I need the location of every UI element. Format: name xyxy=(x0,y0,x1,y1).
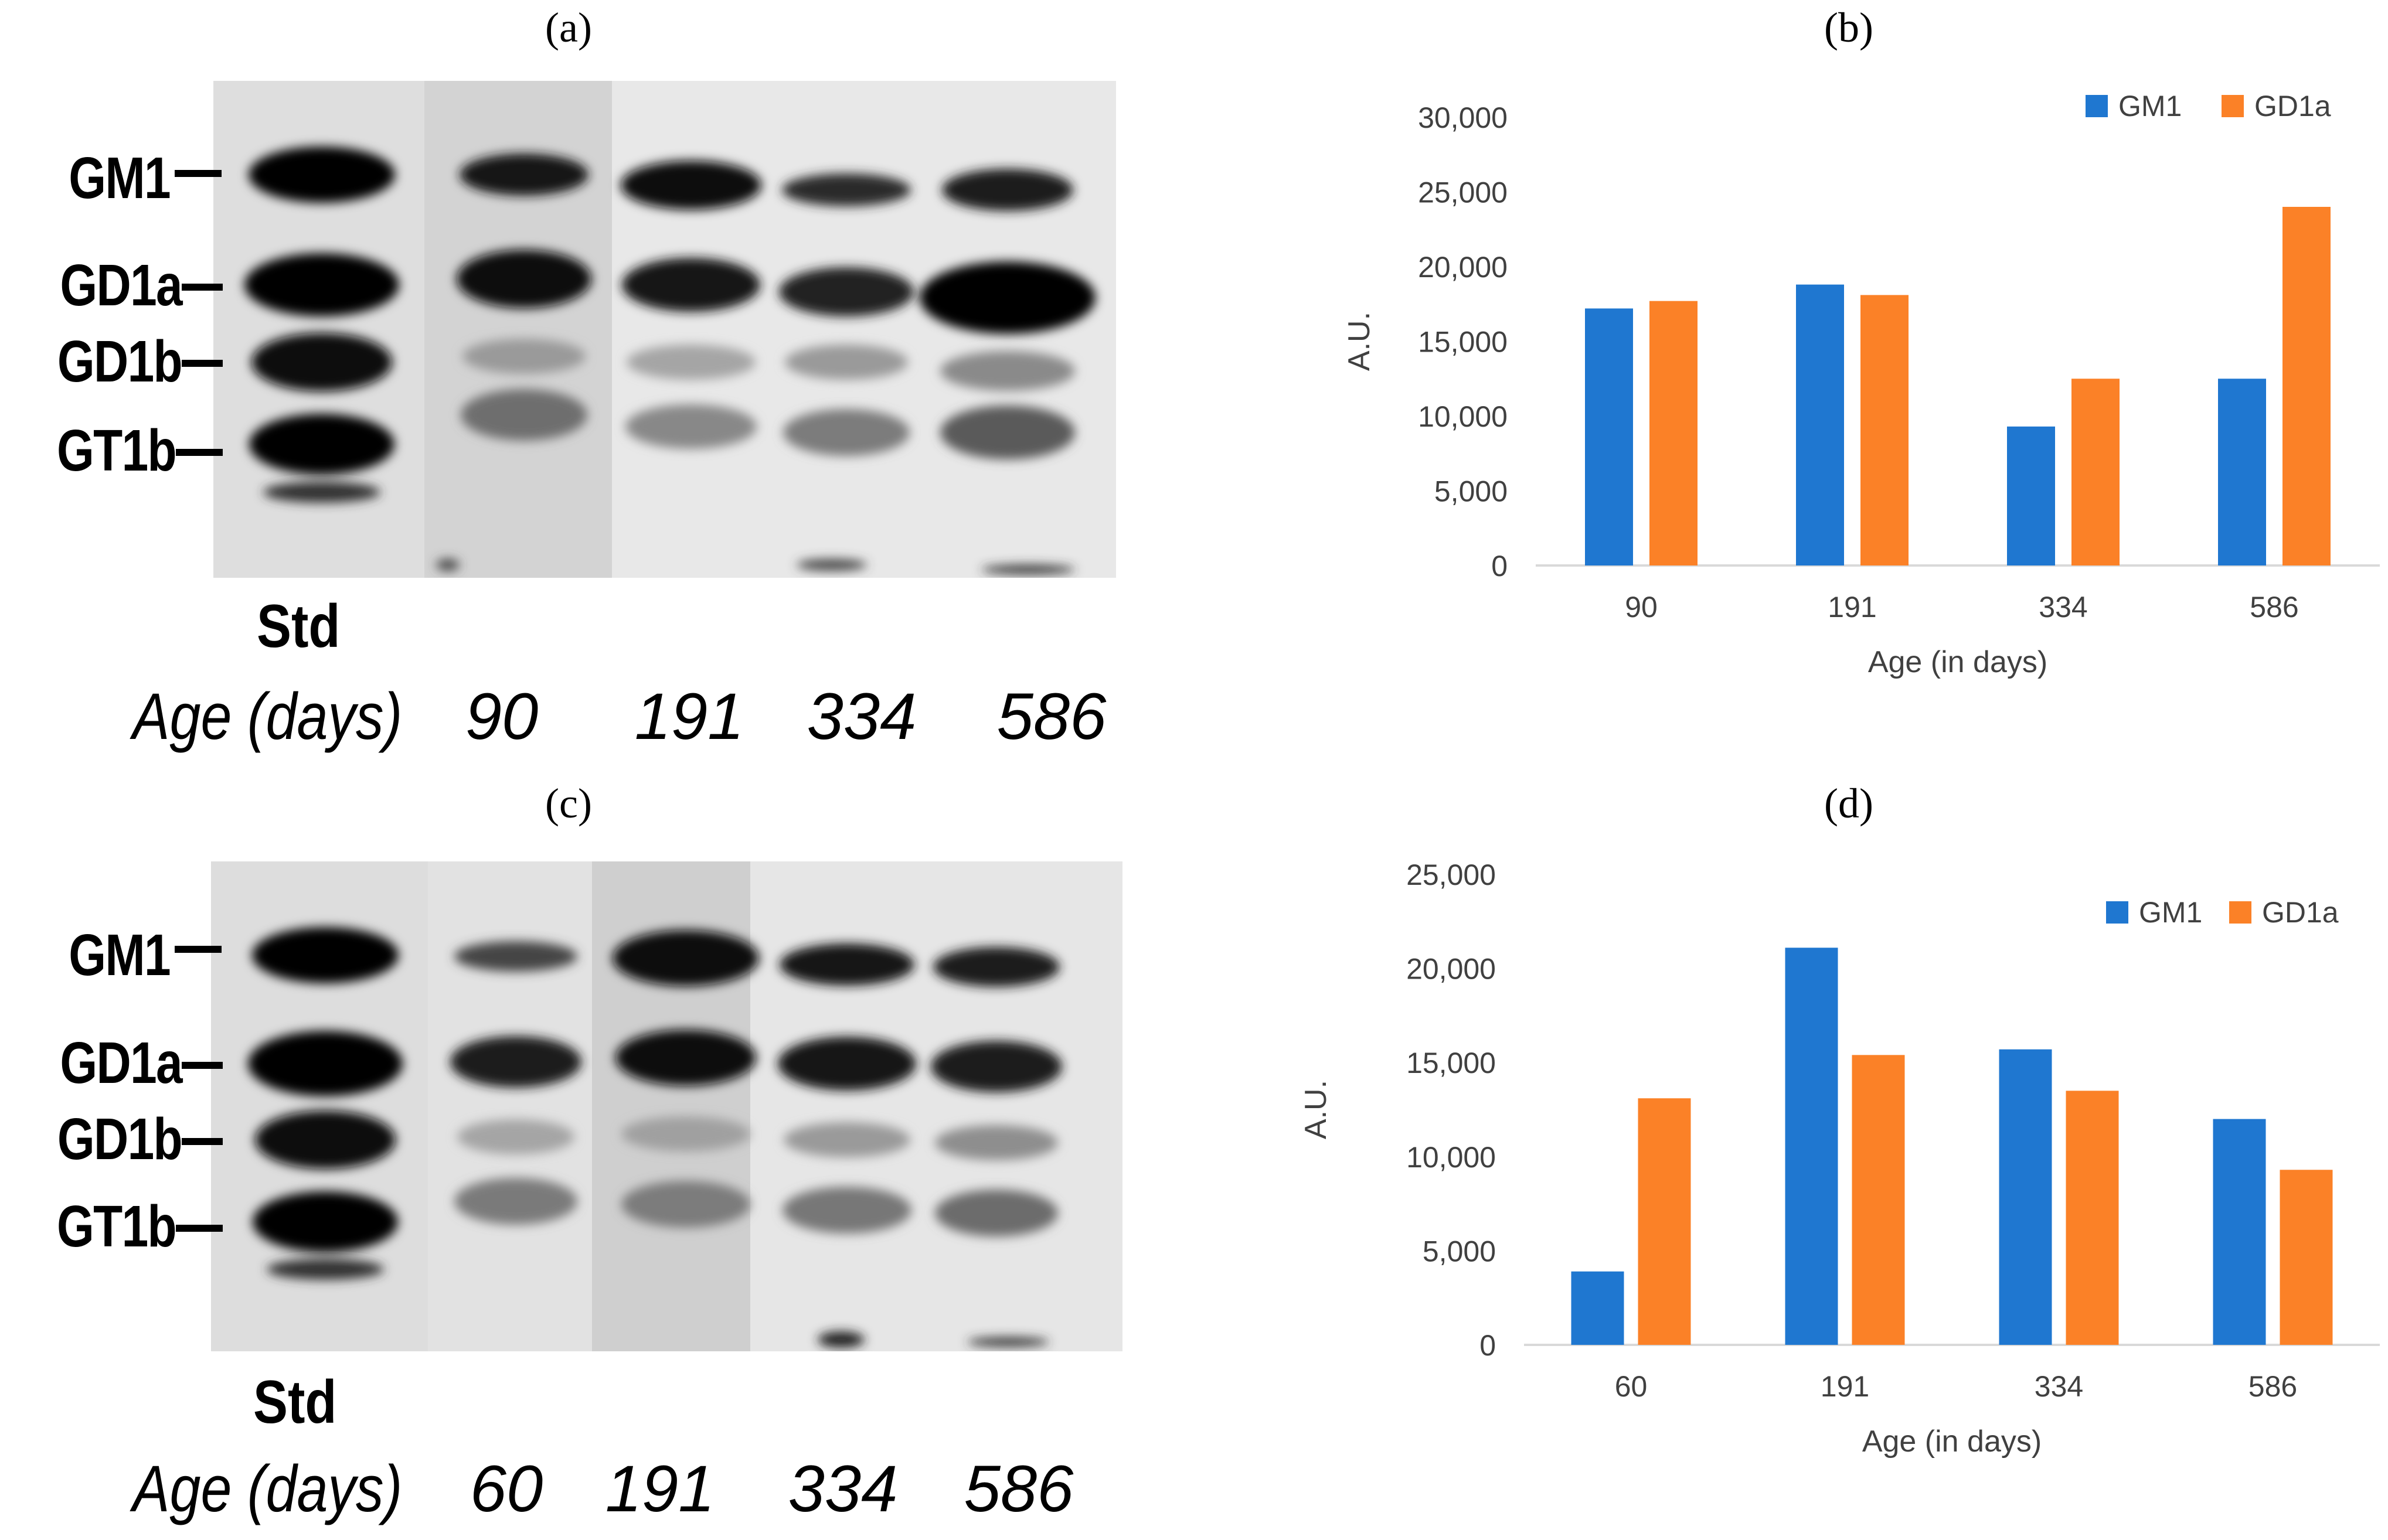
legend-label-gd1a: GD1a xyxy=(2262,896,2339,929)
y-axis-label: A.U. xyxy=(1342,312,1376,371)
band-tick-gt1b xyxy=(176,449,223,456)
bar-gm1 xyxy=(2007,426,2055,565)
y-tick-label: 20,000 xyxy=(1418,251,1508,284)
y-axis-label: A.U. xyxy=(1299,1080,1333,1139)
bar-gd1a xyxy=(1852,1055,1905,1345)
bar-gm1 xyxy=(1571,1271,1624,1345)
lane-age-label: 191 xyxy=(605,1452,715,1525)
lane-age-label: 586 xyxy=(964,1452,1074,1525)
panel-label-c: (c) xyxy=(545,780,592,827)
gel-image-a xyxy=(213,81,1116,578)
std-label: Std xyxy=(253,1368,337,1436)
legend-label-gd1a: GD1a xyxy=(2254,90,2331,122)
x-tick-label: 60 xyxy=(1615,1370,1648,1403)
bar-gd1a xyxy=(1649,301,1698,565)
band-label-gm1: GM1 xyxy=(69,145,171,211)
legend-label-gm1: GM1 xyxy=(2139,896,2202,929)
band-tick-gd1b xyxy=(182,1138,223,1145)
y-tick-label: 5,000 xyxy=(1434,475,1508,508)
x-tick-label: 191 xyxy=(1821,1370,1869,1403)
y-tick-label: 10,000 xyxy=(1406,1141,1496,1174)
x-tick-label: 191 xyxy=(1828,591,1876,624)
bar-gm1 xyxy=(1785,948,1838,1345)
legend-swatch-gm1 xyxy=(2086,95,2108,117)
band-label-gt1b: GT1b xyxy=(56,1194,177,1259)
bar-gm1 xyxy=(1999,1049,2052,1345)
band-tick-gd1b xyxy=(182,360,223,367)
bar-gd1a xyxy=(2280,1170,2333,1345)
bar-gd1a xyxy=(1860,295,1909,565)
age-axis-label: Age (days) xyxy=(132,1452,403,1525)
band-label-gd1b: GD1b xyxy=(57,1106,183,1172)
x-tick-label: 586 xyxy=(2250,591,2298,624)
panel-label-d: (d) xyxy=(1824,780,1873,827)
bar-gd1a xyxy=(2066,1091,2119,1345)
y-tick-label: 10,000 xyxy=(1418,400,1508,433)
y-tick-label: 15,000 xyxy=(1418,326,1508,359)
y-tick-label: 5,000 xyxy=(1423,1235,1496,1268)
band-tick-gm1 xyxy=(175,946,222,953)
y-tick-label: 25,000 xyxy=(1418,176,1508,209)
band-tick-gt1b xyxy=(176,1225,223,1232)
bar-gm1 xyxy=(2213,1119,2266,1345)
y-tick-label: 30,000 xyxy=(1418,101,1508,134)
gel-image-c xyxy=(211,861,1122,1351)
y-tick-label: 0 xyxy=(1491,550,1508,582)
bar-gm1 xyxy=(1585,308,1633,565)
lane-age-label: 334 xyxy=(807,680,917,753)
bar-gm1 xyxy=(1796,284,1844,565)
lane-age-label: 191 xyxy=(634,680,744,753)
x-tick-label: 586 xyxy=(2248,1370,2297,1403)
y-tick-label: 0 xyxy=(1479,1329,1496,1362)
y-tick-label: 15,000 xyxy=(1406,1047,1496,1079)
band-label-gd1a: GD1a xyxy=(60,1030,182,1096)
y-tick-label: 25,000 xyxy=(1406,858,1496,891)
band-tick-gd1a xyxy=(182,1062,223,1069)
bar-gd1a xyxy=(1638,1098,1691,1345)
band-label-gd1b: GD1b xyxy=(57,329,183,394)
x-tick-label: 90 xyxy=(1625,591,1658,624)
bar-gd1a xyxy=(2282,207,2331,565)
legend-label-gm1: GM1 xyxy=(2118,90,2182,122)
legend-swatch-gd1a xyxy=(2229,901,2251,924)
bar-gd1a xyxy=(2071,379,2120,565)
x-axis-label: Age (in days) xyxy=(1868,645,2047,679)
band-label-gt1b: GT1b xyxy=(56,418,177,483)
x-tick-label: 334 xyxy=(2039,591,2087,624)
band-label-gm1: GM1 xyxy=(69,922,171,988)
band-tick-gm1 xyxy=(175,170,222,177)
bar-chart-d: 0 5,000 10,000 15,000 20,000 25,000 60 191 334 58… xyxy=(1299,858,2380,1459)
bar-gm1 xyxy=(2218,379,2266,565)
panel-label-b: (b) xyxy=(1824,4,1873,51)
band-tick-gd1a xyxy=(182,284,223,291)
lane-age-label: 90 xyxy=(465,680,539,753)
std-label: Std xyxy=(257,592,341,660)
lane-age-label: 60 xyxy=(470,1452,543,1525)
y-tick-label: 20,000 xyxy=(1406,953,1496,986)
panel-label-a: (a) xyxy=(545,4,592,51)
band-label-gd1a: GD1a xyxy=(60,253,182,318)
x-tick-label: 334 xyxy=(2035,1370,2083,1403)
age-axis-label: Age (days) xyxy=(132,680,403,753)
legend-swatch-gm1 xyxy=(2106,901,2128,924)
x-axis-label: Age (in days) xyxy=(1862,1425,2042,1459)
legend-swatch-gd1a xyxy=(2222,95,2244,117)
lane-age-label: 586 xyxy=(996,680,1107,753)
lane-age-label: 334 xyxy=(788,1452,898,1525)
bar-chart-b: 0 5,000 10,000 15,000 20,000 25,000 30,000 90 19… xyxy=(1342,90,2380,679)
